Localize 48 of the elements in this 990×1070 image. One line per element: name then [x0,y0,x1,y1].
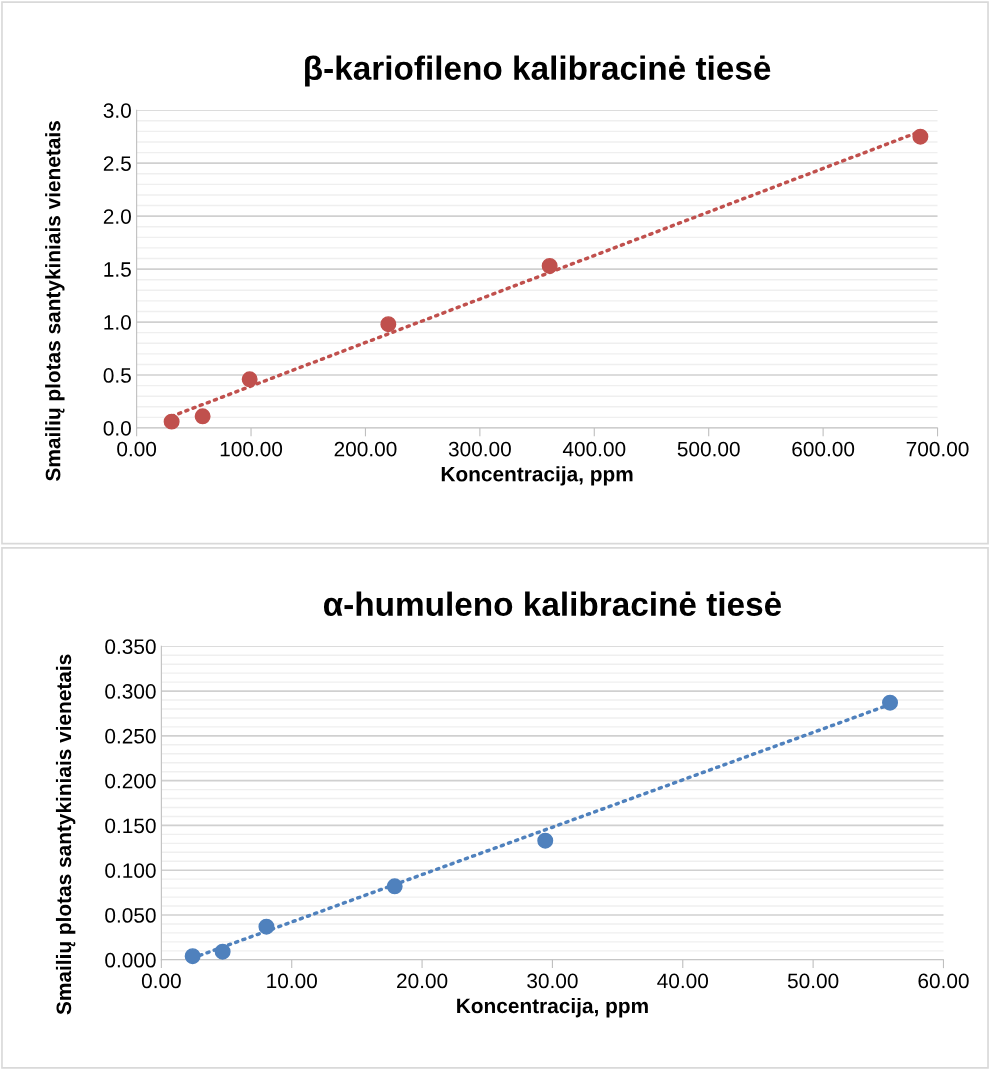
y-tick-label: 2.5 [103,156,131,171]
chart-title: β-kariofileno kalibracinė tiesė [305,55,771,87]
x-tick-label: 200.00 [334,441,397,457]
y-tick-label: 3.0 [103,103,131,118]
x-tick-label: 500.00 [677,441,740,457]
y-axis-title: Smailių plotas santykiniais vienetais [45,121,65,481]
x-tick-label: 600.00 [792,441,855,457]
y-tick-label: 0.100 [105,863,156,878]
x-tick-label: 10.00 [267,973,317,989]
chart-title: α-humuleno kalibracinė tiesė [323,591,782,617]
point [541,257,558,274]
x-tick-label: 300.00 [448,441,511,457]
point [184,948,201,965]
y-tick-label: 0.250 [105,728,156,744]
point [194,408,211,425]
x-tick-label: 60.00 [918,973,969,989]
y-tick-label: 0.000 [105,952,156,968]
x-tick-label: 0.00 [141,973,181,989]
point [241,371,258,388]
y-tick-label: 0.350 [105,639,156,655]
y-tick-label: 0.5 [103,368,131,383]
point [882,694,899,711]
y-tick-label: 2.0 [103,209,131,224]
point [163,413,180,430]
y-tick-label: 0.300 [105,684,156,699]
x-tick-label: 0.00 [117,441,157,457]
y-tick-label: 0.050 [105,908,156,923]
x-tick-label: 100.00 [220,441,283,457]
point [214,943,231,960]
point [258,918,275,935]
x-tick-label: 700.00 [906,441,969,457]
point [380,316,397,333]
y-tick-label: 0.150 [105,818,156,834]
y-tick-label: 1.0 [104,315,131,330]
y-axis-title: Smailių plotas santykiniais vienetais [55,654,76,1015]
x-axis-title: Koncentracija, ppm [457,997,648,1018]
point [537,832,554,849]
x-tick-label: 20.00 [397,973,448,989]
point [386,878,403,895]
point [912,128,929,145]
x-axis-title: Koncentracija, ppm [441,466,633,486]
x-tick-label: 40.00 [657,973,709,989]
y-tick-label: 1.5 [104,262,131,277]
y-tick-label: 0.200 [105,773,156,789]
x-tick-label: 30.00 [527,973,578,989]
y-tick-label: 0.0 [103,421,131,436]
x-tick-label: 400.00 [562,441,626,457]
x-tick-label: 50.00 [787,973,839,989]
